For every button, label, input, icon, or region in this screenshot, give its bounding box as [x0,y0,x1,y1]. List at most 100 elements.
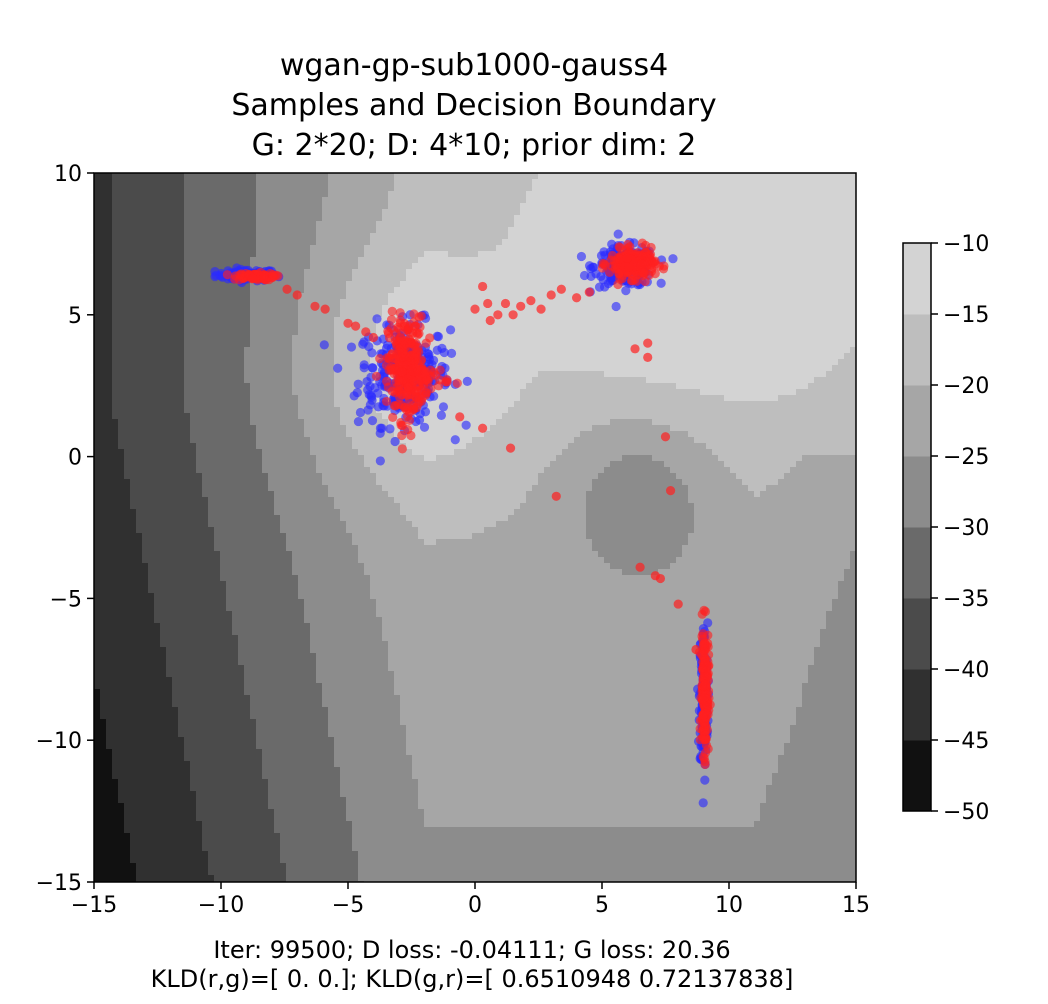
contour-cell [94,869,101,876]
contour-cell [214,185,221,192]
contour-cell [124,761,131,768]
contour-cell [286,839,293,846]
contour-cell [190,563,197,570]
contour-cell [166,767,173,774]
contour-cell [190,695,197,702]
contour-cell [256,437,263,444]
contour-cell [142,401,149,408]
contour-cell [292,827,299,834]
contour-cell [118,785,125,792]
contour-cell [136,575,143,582]
contour-cell [142,755,149,762]
contour-cell [250,659,257,666]
contour-cell [274,557,281,564]
contour-cell [328,623,335,630]
contour-cell [166,425,173,432]
contour-cell [250,767,257,774]
contour-cell [142,281,149,288]
contour-cell [154,647,161,654]
contour-cell [142,731,149,738]
contour-cell [262,173,269,180]
contour-cell [196,467,203,474]
contour-cell [160,485,167,492]
contour-cell [268,707,275,714]
contour-cell [190,701,197,708]
contour-cell [292,347,299,354]
contour-cell [166,731,173,738]
contour-cell [202,755,209,762]
contour-cell [136,569,143,576]
contour-cell [304,839,311,846]
contour-cell [196,413,203,420]
contour-cell [286,863,293,870]
contour-cell [112,209,119,216]
contour-cell [184,263,191,270]
contour-cell [274,425,281,432]
contour-cell [280,533,287,540]
contour-cell [178,389,185,396]
contour-cell [322,545,329,552]
contour-cell [160,251,167,258]
contour-cell [310,341,317,348]
contour-cell [166,815,173,822]
contour-cell [196,737,203,744]
contour-cell [160,173,167,180]
contour-cell [316,209,323,216]
contour-cell [184,449,191,456]
contour-cell [340,245,347,252]
contour-cell [184,203,191,210]
contour-cell [190,389,197,396]
contour-cell [154,191,161,198]
contour-cell [178,545,185,552]
contour-cell [196,245,203,252]
contour-cell [238,653,245,660]
contour-cell [106,359,113,366]
contour-cell [286,605,293,612]
contour-cell [286,479,293,486]
contour-cell [280,617,287,624]
contour-cell [334,803,341,810]
contour-cell [322,767,329,774]
contour-cell [316,833,323,840]
contour-cell [304,191,311,198]
contour-cell [208,821,215,828]
contour-cell [250,635,257,642]
contour-cell [316,395,323,402]
contour-cell [220,839,227,846]
contour-cell [94,467,101,474]
contour-cell [328,497,335,504]
contour-cell [334,275,341,282]
contour-cell [286,419,293,426]
contour-cell [160,431,167,438]
contour-cell [316,869,323,876]
contour-cell [232,527,239,534]
contour-cell [274,179,281,186]
contour-cell [172,563,179,570]
contour-cell [172,797,179,804]
contour-cell [298,311,305,318]
contour-cell [334,797,341,804]
contour-cell [292,557,299,564]
contour-cell [274,527,281,534]
contour-cell [130,419,137,426]
contour-cell [178,245,185,252]
contour-cell [322,323,329,330]
contour-cell [334,491,341,498]
contour-cell [100,605,107,612]
contour-cell [178,833,185,840]
contour-cell [124,497,131,504]
contour-cell [118,731,125,738]
contour-cell [244,521,251,528]
contour-cell [160,773,167,780]
contour-cell [286,713,293,720]
contour-cell [292,671,299,678]
contour-cell [340,563,347,570]
contour-cell [106,365,113,372]
contour-cell [328,461,335,468]
contour-cell [244,185,251,192]
contour-cell [202,551,209,558]
contour-cell [244,377,251,384]
contour-cell [208,833,215,840]
contour-cell [106,719,113,726]
contour-cell [220,233,227,240]
